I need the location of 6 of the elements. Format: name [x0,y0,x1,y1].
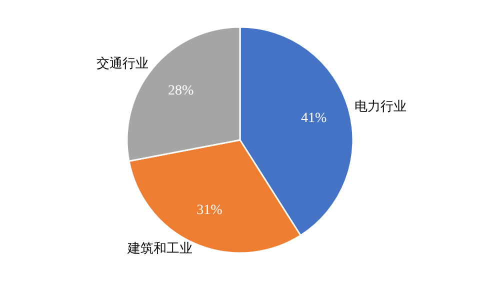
data-label: 41% [300,111,327,126]
data-label: 31% [196,203,223,218]
slice-label: 交通行业 [96,56,148,72]
slice-label: 电力行业 [354,99,406,114]
slice-label: 建筑和工业 [126,242,193,257]
data-label: 28% [168,84,194,99]
